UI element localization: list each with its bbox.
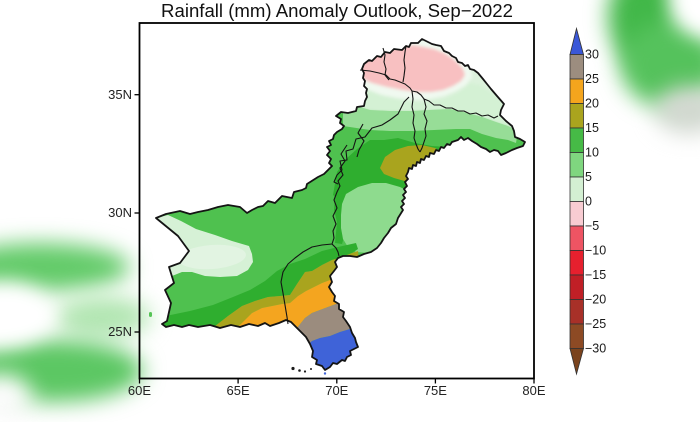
svg-text:−5: −5 — [585, 219, 599, 233]
svg-text:60E: 60E — [128, 383, 151, 398]
svg-text:35N: 35N — [108, 87, 132, 102]
svg-text:−20: −20 — [585, 293, 606, 307]
svg-text:65E: 65E — [227, 383, 250, 398]
svg-text:25N: 25N — [108, 324, 132, 339]
svg-text:−30: −30 — [585, 342, 606, 356]
svg-text:30: 30 — [585, 48, 599, 62]
svg-text:15: 15 — [585, 121, 599, 135]
svg-text:20: 20 — [585, 97, 599, 111]
svg-text:−10: −10 — [585, 244, 606, 258]
svg-text:30N: 30N — [108, 205, 132, 220]
svg-text:5: 5 — [585, 170, 592, 184]
svg-text:80E: 80E — [522, 383, 545, 398]
svg-text:25: 25 — [585, 72, 599, 86]
svg-text:Rainfall (mm) Anomaly Outlook,: Rainfall (mm) Anomaly Outlook, Sep−2022 — [161, 0, 513, 21]
svg-text:0: 0 — [585, 195, 592, 209]
svg-text:70E: 70E — [325, 383, 348, 398]
svg-text:−15: −15 — [585, 268, 606, 282]
svg-text:75E: 75E — [424, 383, 447, 398]
svg-text:−25: −25 — [585, 317, 606, 331]
svg-text:10: 10 — [585, 146, 599, 160]
